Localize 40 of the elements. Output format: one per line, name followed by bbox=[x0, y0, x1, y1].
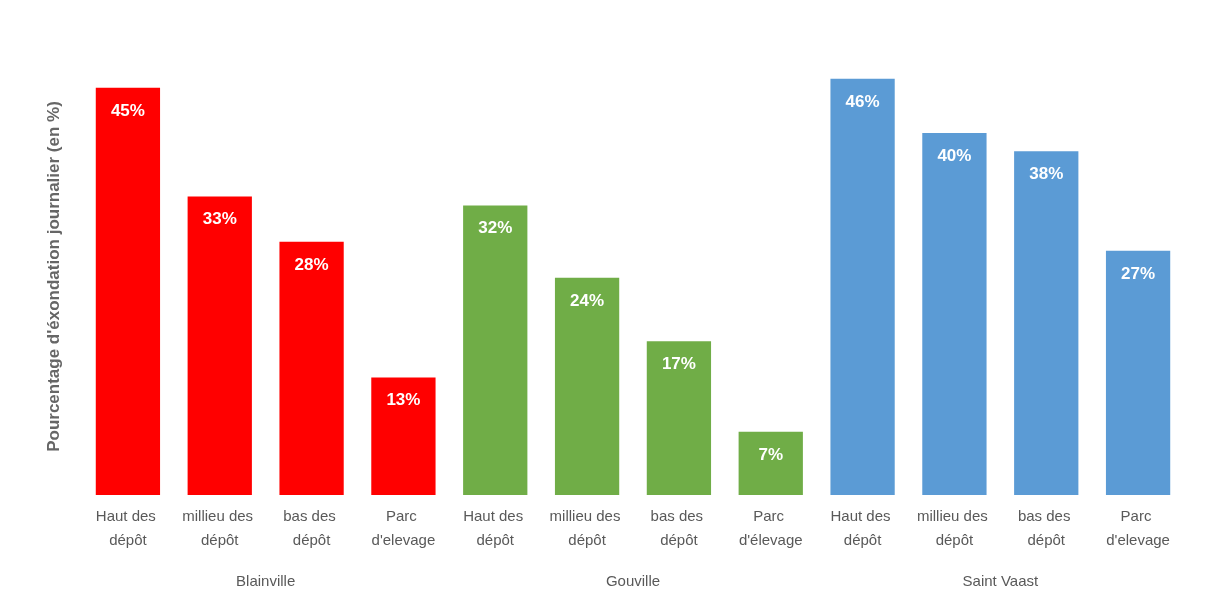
data-label: 24% bbox=[570, 290, 605, 310]
bar bbox=[1105, 250, 1171, 495]
bar bbox=[187, 196, 252, 495]
data-label: 28% bbox=[294, 254, 329, 274]
bar bbox=[554, 277, 620, 495]
bar bbox=[95, 87, 161, 495]
bar bbox=[922, 133, 987, 495]
text: Blainville bbox=[236, 572, 296, 589]
data-label: 27% bbox=[1121, 263, 1156, 283]
data-label: 32% bbox=[478, 218, 513, 238]
x-tick-label: millieu des dépôt bbox=[182, 506, 258, 548]
x-tick-label: Parc d'elevage bbox=[1106, 506, 1170, 548]
x-tick-label: bas des dépôt bbox=[1017, 506, 1075, 548]
data-label: 38% bbox=[1029, 164, 1064, 184]
bar bbox=[463, 205, 528, 495]
bar bbox=[371, 377, 436, 495]
y-axis-title: Pourcentage d'éxondation journalier (en %) bbox=[44, 101, 63, 452]
data-label: 40% bbox=[937, 146, 972, 166]
data-label: 17% bbox=[661, 354, 696, 374]
bar bbox=[646, 341, 712, 495]
x-tick-label: Parc d'élevage bbox=[738, 506, 803, 548]
x-tick-label: Haut des dépôt bbox=[463, 506, 528, 548]
x-tick-label: Parc d'elevage bbox=[371, 506, 436, 548]
data-label: 45% bbox=[110, 100, 145, 120]
bar bbox=[279, 241, 344, 495]
x-tick-label: bas des dépôt bbox=[650, 506, 708, 548]
data-label: 13% bbox=[386, 390, 421, 410]
data-label: 33% bbox=[202, 209, 237, 229]
bar bbox=[738, 431, 803, 495]
x-tick-label: bas des dépôt bbox=[283, 506, 340, 548]
x-tick-label: Haut des dépôt bbox=[830, 506, 895, 548]
x-tick-label: millieu des dépôt bbox=[916, 506, 992, 548]
x-tick-label: millieu des dépôt bbox=[549, 506, 625, 548]
x-tick-label: Haut des dépôt bbox=[95, 506, 161, 548]
text: Saint Vaast bbox=[962, 572, 1039, 589]
data-label: 46% bbox=[845, 91, 880, 111]
bar bbox=[1014, 151, 1079, 495]
data-label: 7% bbox=[758, 444, 784, 464]
text: Gouville bbox=[605, 572, 661, 589]
bar bbox=[830, 78, 895, 495]
